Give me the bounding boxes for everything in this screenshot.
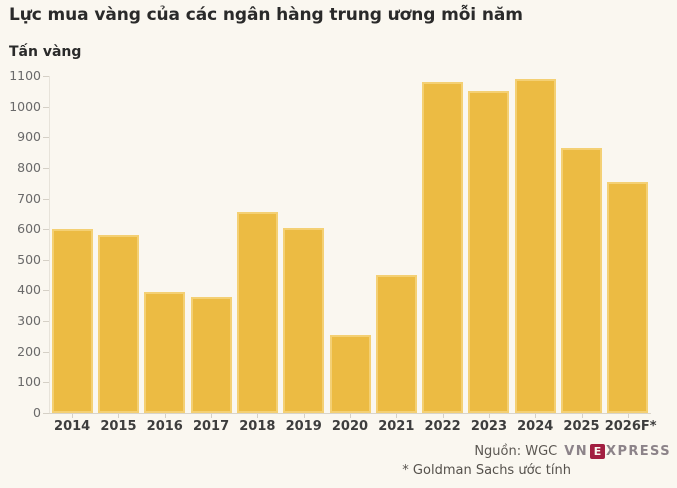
x-tick-label: 2023	[470, 419, 507, 434]
bar-2016	[144, 291, 186, 413]
y-tick-mark	[43, 259, 49, 261]
x-tick-mark	[118, 414, 120, 418]
x-tick-mark	[164, 414, 166, 418]
x-axis-baseline	[49, 413, 651, 414]
bar-2023	[468, 91, 510, 413]
bar-2019	[283, 227, 325, 413]
vnexpress-logo-e-icon: E	[590, 444, 606, 459]
y-tick-mark	[43, 198, 49, 200]
x-tick-mark	[627, 414, 629, 418]
y-tick-label: 0	[33, 405, 41, 420]
x-tick-mark	[350, 414, 351, 418]
y-tick-label: 900	[17, 129, 41, 145]
vnexpress-logo-prefix: VN	[564, 444, 589, 459]
y-axis-line	[49, 76, 50, 413]
vnexpress-logo: VN E XPRESS	[564, 444, 671, 459]
y-tick-label: 300	[17, 313, 41, 329]
x-tick-mark	[581, 414, 583, 418]
x-tick-mark	[303, 414, 305, 418]
y-tick-mark	[43, 382, 49, 384]
y-tick-label: 600	[17, 221, 41, 237]
bar-2018	[236, 212, 278, 413]
x-tick-label: 2026F*	[604, 419, 657, 434]
y-tick-mark	[43, 76, 49, 77]
y-tick-label: 1100	[9, 68, 41, 83]
x-tick-mark	[257, 414, 259, 418]
source-line: Nguồn: WGC VN E XPRESS	[474, 444, 671, 459]
bar-2025	[561, 147, 603, 413]
y-axis-title: Tấn vàng	[9, 44, 82, 60]
y-tick-mark	[43, 321, 49, 323]
y-tick-label: 1000	[9, 98, 41, 114]
x-tick-mark	[396, 414, 398, 418]
bar-2020	[329, 334, 371, 413]
y-tick-mark	[43, 137, 49, 139]
y-tick-label: 500	[17, 251, 41, 267]
y-tick-label: 100	[17, 374, 41, 390]
y-tick-mark	[43, 229, 49, 231]
x-tick-mark	[442, 414, 444, 418]
y-tick-label: 200	[17, 343, 41, 359]
x-tick-label: 2018	[239, 419, 276, 434]
bar-2024	[514, 79, 556, 413]
x-tick-label: 2017	[192, 419, 230, 434]
y-tick-mark	[43, 167, 49, 169]
y-tick-mark	[43, 290, 49, 292]
source-label: Nguồn: WGC	[474, 444, 558, 459]
x-tick-label: 2021	[378, 419, 415, 434]
x-tick-label: 2025	[563, 419, 600, 434]
bar-2015	[97, 235, 139, 413]
bar-2026F*	[607, 181, 649, 413]
y-tick-label: 800	[17, 159, 41, 175]
x-tick-label: 2024	[517, 419, 554, 434]
x-tick-mark	[535, 414, 537, 418]
bar-2022	[422, 81, 464, 413]
chart-title: Lực mua vàng của các ngân hàng trung ươn…	[9, 5, 523, 25]
x-tick-mark	[211, 414, 213, 418]
vnexpress-logo-suffix: XPRESS	[606, 444, 671, 459]
y-tick-mark	[43, 413, 49, 414]
x-tick-label: 2014	[54, 419, 91, 434]
footnote: * Goldman Sachs ước tính	[402, 463, 571, 478]
x-tick-label: 2019	[285, 419, 322, 434]
x-tick-label: 2022	[424, 419, 461, 434]
y-tick-mark	[43, 351, 49, 353]
x-tick-mark	[488, 414, 490, 418]
y-tick-label: 400	[17, 282, 41, 298]
x-tick-label: 2015	[100, 419, 137, 434]
x-tick-mark	[72, 414, 74, 418]
bar-2014	[51, 228, 93, 413]
y-tick-label: 700	[17, 190, 41, 206]
x-tick-label: 2020	[331, 419, 369, 434]
bar-2021	[375, 275, 417, 413]
bar-2017	[190, 296, 232, 413]
y-tick-mark	[43, 106, 49, 108]
x-tick-label: 2016	[146, 419, 183, 434]
